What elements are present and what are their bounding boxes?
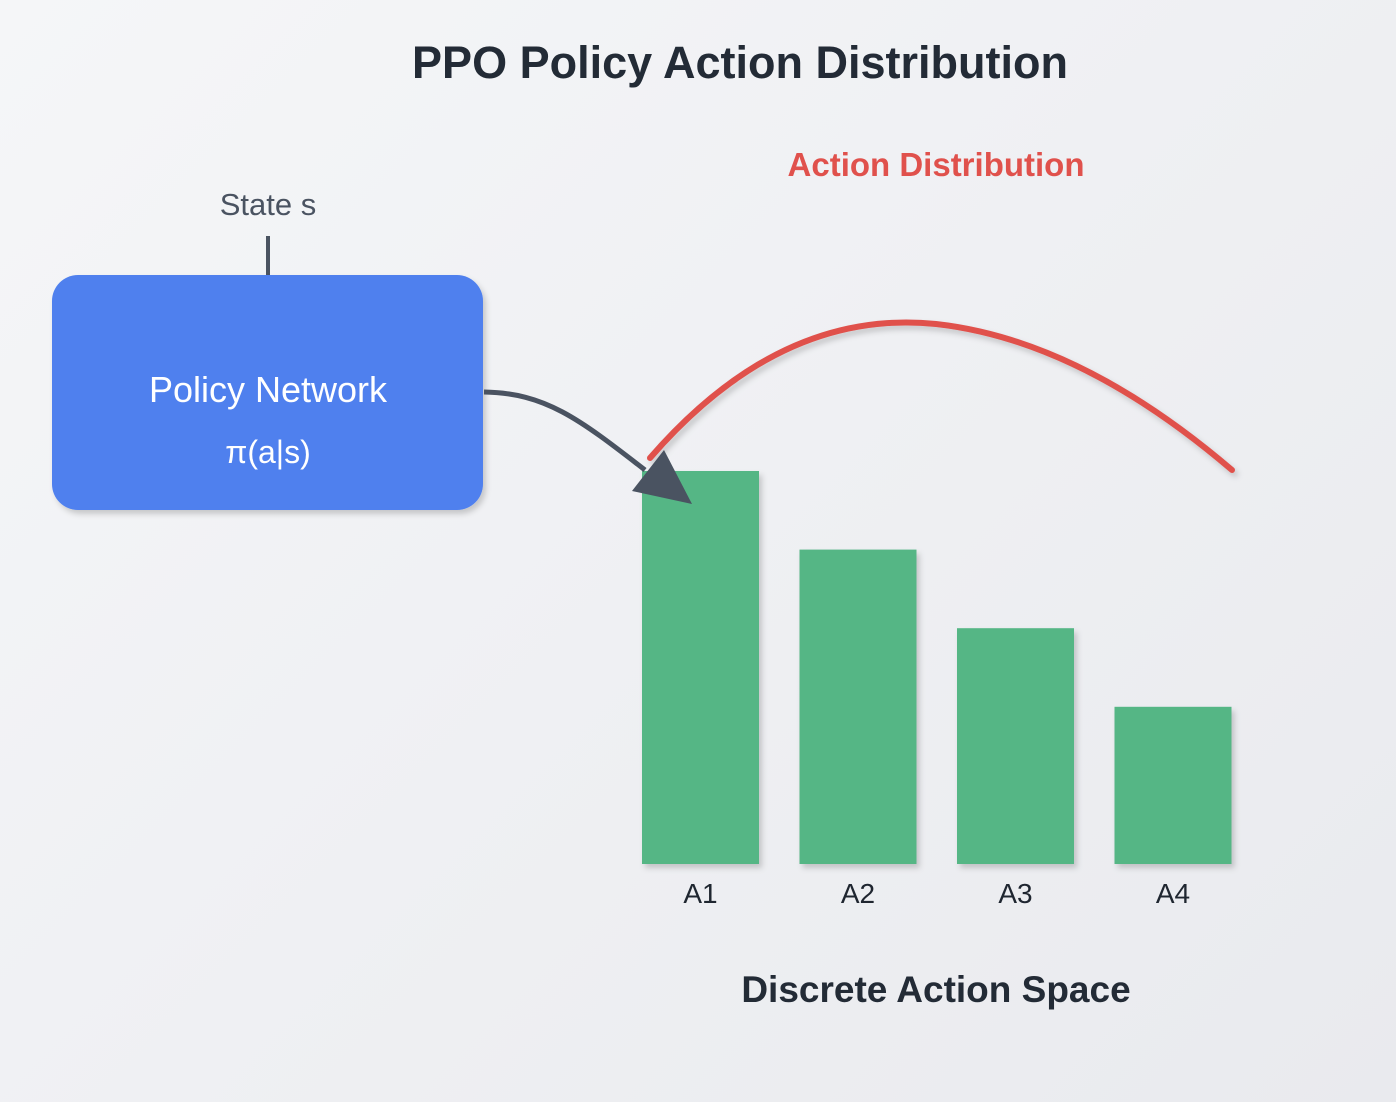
bar-series [642,471,1232,864]
bar-a2 [799,549,917,864]
policy-formula: π(a|s) [225,434,311,470]
distribution-label: Action Distribution [788,146,1085,183]
tick-label-a1: A1 [683,878,717,909]
tick-label-a2: A2 [841,878,875,909]
bar-a3 [957,628,1074,864]
bar-a4 [1114,706,1232,864]
diagram-title: PPO Policy Action Distribution [412,37,1068,88]
state-label: State s [220,187,317,222]
tick-label-a4: A4 [1156,878,1190,909]
policy-network-label: Policy Network [149,369,388,410]
x-axis-title: Discrete Action Space [741,969,1130,1010]
policy-network-box [52,275,483,510]
distribution-curve [647,319,1235,473]
tick-label-a3: A3 [998,878,1032,909]
policy-to-action-arrow [483,389,692,504]
x-tick-labels: A1 A2 A3 A4 [683,878,1190,909]
bar-a1 [642,471,759,864]
